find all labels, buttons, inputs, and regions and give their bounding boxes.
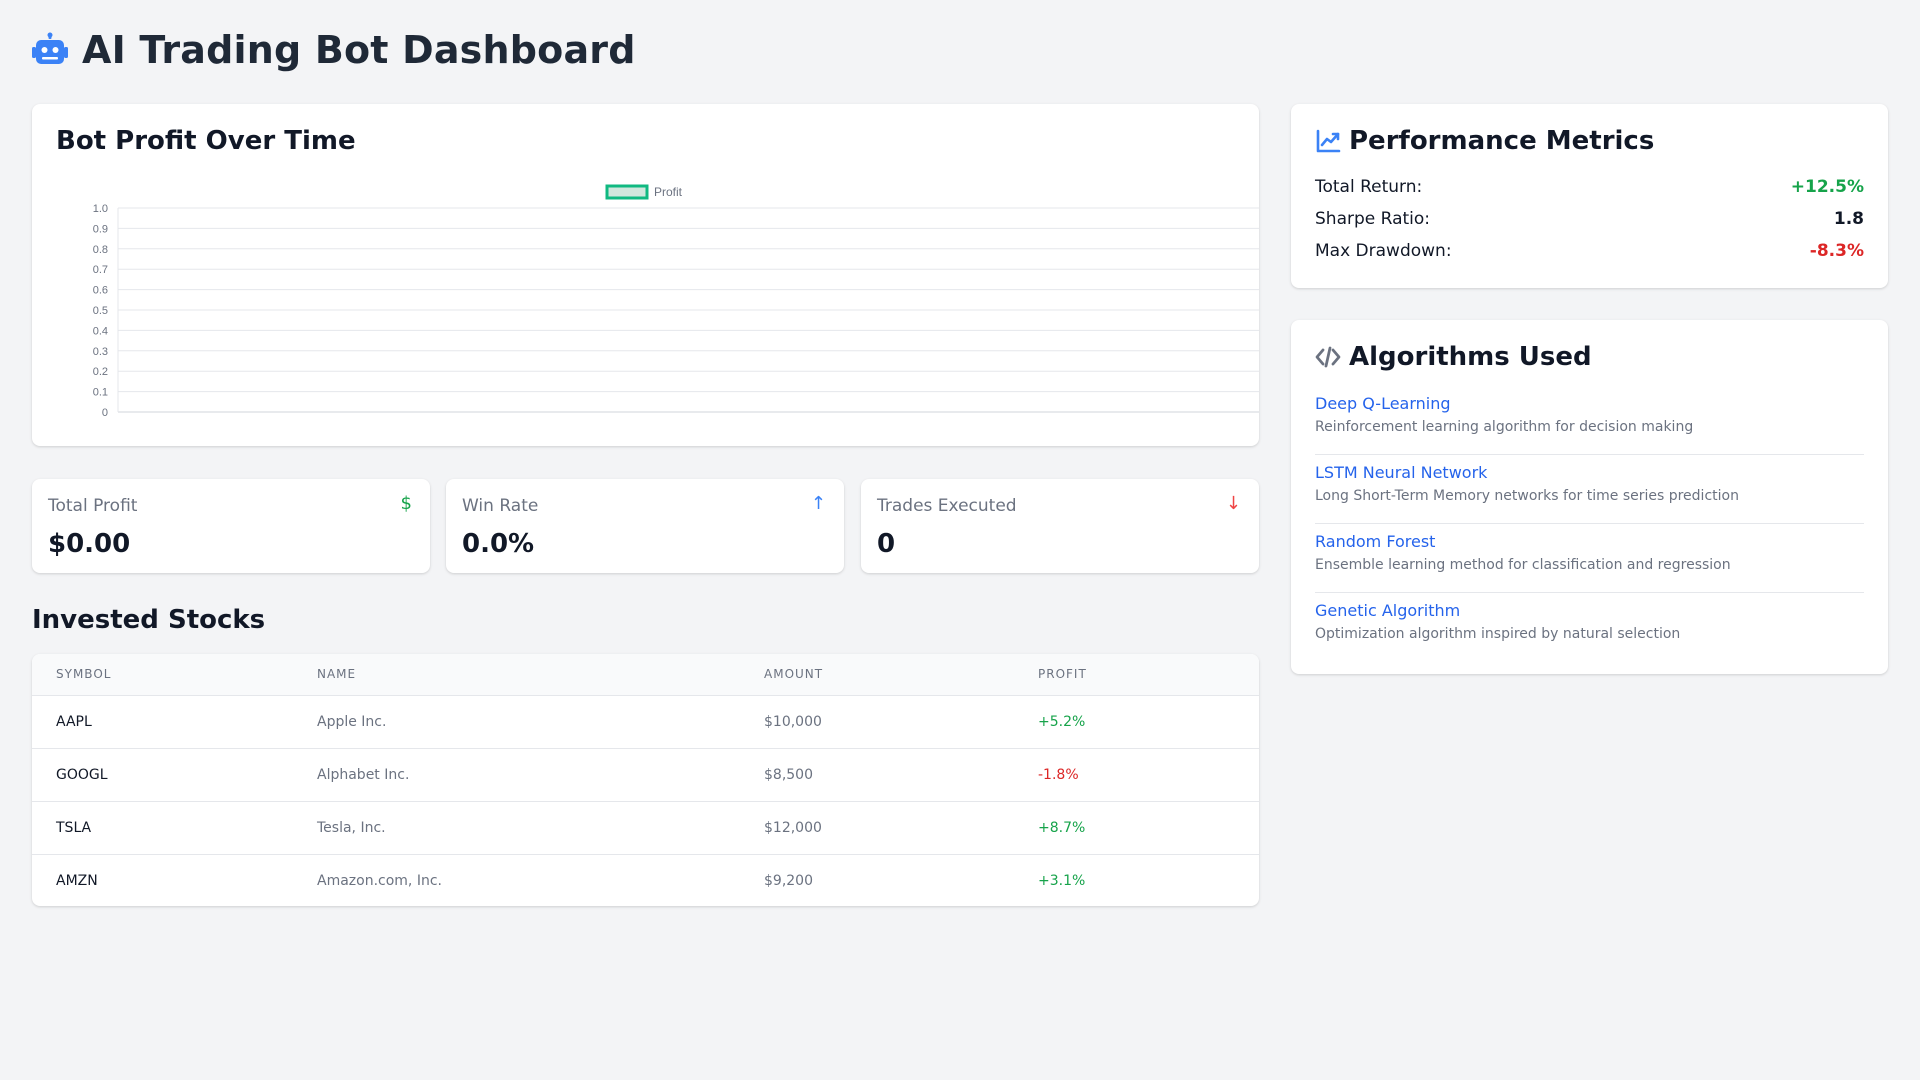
stock-profit: +5.2% [1014, 695, 1259, 749]
y-tick-label: 1.0 [93, 203, 108, 215]
algorithm-description: Ensemble learning method for classificat… [1315, 557, 1731, 573]
y-tick-label: 0.7 [93, 264, 108, 276]
stat-label: Total Profit [48, 496, 138, 516]
metric-total-return: Total Return: +12.5% [1315, 177, 1864, 197]
legend-label: Profit [654, 185, 683, 199]
table-row[interactable]: AMZN Amazon.com, Inc. $9,200 +3.1% [32, 854, 1259, 906]
stock-symbol: AAPL [32, 695, 293, 749]
column-header-amount: AMOUNT [740, 654, 1014, 696]
stock-name: Apple Inc. [293, 695, 740, 749]
stock-profit: +3.1% [1038, 872, 1086, 889]
stat-value: $0.00 [48, 529, 131, 559]
table-row[interactable]: TSLA Tesla, Inc. $12,000 +8.7% [32, 801, 1259, 855]
y-tick-label: 0.9 [93, 223, 108, 235]
stat-label: Trades Executed [877, 496, 1017, 516]
algorithms-card: Algorithms Used Deep Q-Learning Reinforc… [1291, 320, 1888, 674]
algorithm-description: Optimization algorithm inspired by natur… [1315, 626, 1681, 642]
metric-label: Sharpe Ratio: [1315, 209, 1430, 229]
win-rate-card: Win Rate ↑ 0.0% [446, 479, 844, 573]
metric-value: -8.3% [1809, 241, 1864, 261]
profit-chart: 0 0.1 0.2 0.3 0.4 0.5 0.6 0.7 0.8 0.9 1.0 Profit [93, 184, 1259, 419]
profit-chart-card: Bot Profit Over Time 0 0.1 0.2 0.3 0.4 0.5 0.6… [32, 104, 1259, 446]
stock-name: Amazon.com, Inc. [317, 872, 442, 889]
stat-value: 0.0% [462, 529, 535, 559]
y-tick-label: 0.8 [93, 244, 108, 256]
algorithm-item: Deep Q-Learning Reinforcement learning a… [1315, 394, 1864, 455]
invested-stocks-title: Invested Stocks [32, 605, 266, 635]
arrow-down-icon: ↓ [1225, 493, 1241, 514]
algorithm-description: Long Short-Term Memory networks for time… [1315, 488, 1739, 504]
performance-metrics-card: Performance Metrics Total Return: +12.5%… [1291, 104, 1888, 288]
arrow-up-icon: ↑ [810, 493, 826, 514]
y-tick-label: 0.4 [93, 325, 108, 337]
stock-symbol: GOOGL [32, 748, 293, 802]
stat-value: 0 [877, 529, 896, 559]
dollar-icon: $ [400, 493, 412, 514]
column-header-symbol: SYMBOL [32, 654, 293, 696]
stock-amount: $9,200 [764, 872, 813, 889]
chart-title: Bot Profit Over Time [56, 126, 356, 156]
stock-symbol: TSLA [32, 801, 293, 855]
stock-profit: -1.8% [1014, 748, 1259, 802]
table-header-row: SYMBOL NAME AMOUNT PROFIT [32, 654, 1259, 696]
algorithm-item: Random Forest Ensemble learning method f… [1315, 532, 1864, 593]
stat-label: Win Rate [462, 496, 539, 516]
algorithm-link[interactable]: Deep Q-Learning [1315, 394, 1451, 413]
y-tick-label: 0.2 [93, 366, 108, 378]
metric-value: 1.8 [1833, 209, 1864, 229]
y-tick-label: 0.5 [93, 305, 108, 317]
stock-name: Tesla, Inc. [293, 801, 740, 855]
y-tick-label: 0.3 [93, 346, 108, 358]
table-row[interactable]: AAPL Apple Inc. $10,000 +5.2% [32, 695, 1259, 749]
stock-symbol: AMZN [56, 872, 98, 889]
stock-amount: $8,500 [740, 748, 1014, 802]
trades-executed-card: Trades Executed ↓ 0 [861, 479, 1259, 573]
metrics-title: Performance Metrics [1315, 126, 1654, 156]
robot-icon [32, 32, 68, 64]
algorithms-title-text: Algorithms Used [1349, 342, 1592, 372]
stock-amount: $10,000 [740, 695, 1014, 749]
algorithms-title: Algorithms Used [1315, 342, 1592, 372]
stock-profit: +8.7% [1014, 801, 1259, 855]
legend-swatch [605, 184, 649, 200]
metric-label: Total Return: [1315, 177, 1423, 197]
page-header: AI Trading Bot Dashboard [32, 28, 636, 72]
table-row[interactable]: GOOGL Alphabet Inc. $8,500 -1.8% [32, 748, 1259, 802]
metrics-title-text: Performance Metrics [1349, 126, 1655, 156]
algorithm-link[interactable]: Random Forest [1315, 532, 1436, 551]
metric-max-drawdown: Max Drawdown: -8.3% [1315, 241, 1864, 261]
metric-value: +12.5% [1790, 177, 1864, 197]
algorithm-link[interactable]: Genetic Algorithm [1315, 601, 1461, 620]
metric-sharpe-ratio: Sharpe Ratio: 1.8 [1315, 209, 1864, 229]
y-tick-label: 0.6 [93, 285, 108, 297]
algorithm-link[interactable]: LSTM Neural Network [1315, 463, 1488, 482]
code-icon [1315, 346, 1341, 368]
column-header-name: NAME [293, 654, 740, 696]
page-title: AI Trading Bot Dashboard [82, 28, 636, 72]
algorithm-item: LSTM Neural Network Long Short-Term Memo… [1315, 463, 1864, 524]
stock-name: Alphabet Inc. [293, 748, 740, 802]
algorithm-item: Genetic Algorithm Optimization algorithm… [1315, 601, 1864, 661]
stocks-table-card: SYMBOL NAME AMOUNT PROFIT AAPL Apple Inc… [32, 654, 1259, 906]
chart-line-icon [1316, 129, 1341, 153]
column-header-profit: PROFIT [1014, 654, 1259, 696]
metric-label: Max Drawdown: [1315, 241, 1452, 261]
stocks-table: SYMBOL NAME AMOUNT PROFIT AAPL Apple Inc… [32, 654, 1259, 906]
algorithm-description: Reinforcement learning algorithm for dec… [1315, 419, 1694, 435]
total-profit-card: Total Profit $ $0.00 [32, 479, 430, 573]
y-tick-label: 0.1 [93, 387, 108, 399]
stock-amount: $12,000 [740, 801, 1014, 855]
y-tick-label: 0 [102, 407, 108, 419]
